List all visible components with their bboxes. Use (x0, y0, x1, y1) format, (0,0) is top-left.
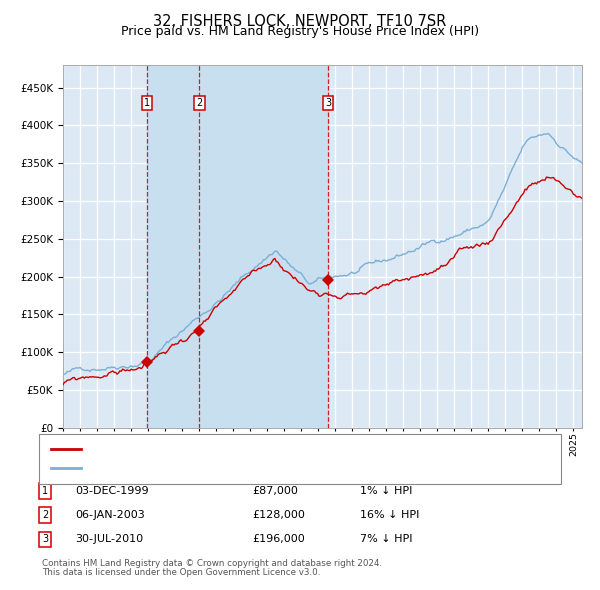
Text: 1% ↓ HPI: 1% ↓ HPI (360, 486, 412, 496)
Text: Price paid vs. HM Land Registry's House Price Index (HPI): Price paid vs. HM Land Registry's House … (121, 25, 479, 38)
Text: 06-JAN-2003: 06-JAN-2003 (75, 510, 145, 520)
Bar (199, 65, 328, 428)
Text: 32, FISHERS LOCK, NEWPORT, TF10 7SR (detached house): 32, FISHERS LOCK, NEWPORT, TF10 7SR (det… (88, 444, 378, 454)
Text: £196,000: £196,000 (252, 535, 305, 544)
Bar (147, 65, 199, 428)
Text: 16% ↓ HPI: 16% ↓ HPI (360, 510, 419, 520)
Text: £87,000: £87,000 (252, 486, 298, 496)
Text: 32, FISHERS LOCK, NEWPORT, TF10 7SR: 32, FISHERS LOCK, NEWPORT, TF10 7SR (154, 14, 446, 28)
Text: Contains HM Land Registry data © Crown copyright and database right 2024.: Contains HM Land Registry data © Crown c… (42, 559, 382, 568)
Text: HPI: Average price, detached house, Telford and Wrekin: HPI: Average price, detached house, Telf… (88, 464, 365, 473)
Text: 7% ↓ HPI: 7% ↓ HPI (360, 535, 413, 544)
Text: £128,000: £128,000 (252, 510, 305, 520)
Text: 03-DEC-1999: 03-DEC-1999 (75, 486, 149, 496)
Text: 3: 3 (42, 535, 48, 544)
Text: 3: 3 (325, 98, 331, 108)
Text: This data is licensed under the Open Government Licence v3.0.: This data is licensed under the Open Gov… (42, 568, 320, 577)
Text: 1: 1 (143, 98, 150, 108)
Text: 1: 1 (42, 486, 48, 496)
Text: 30-JUL-2010: 30-JUL-2010 (75, 535, 143, 544)
Text: 2: 2 (196, 98, 203, 108)
Text: 2: 2 (42, 510, 48, 520)
